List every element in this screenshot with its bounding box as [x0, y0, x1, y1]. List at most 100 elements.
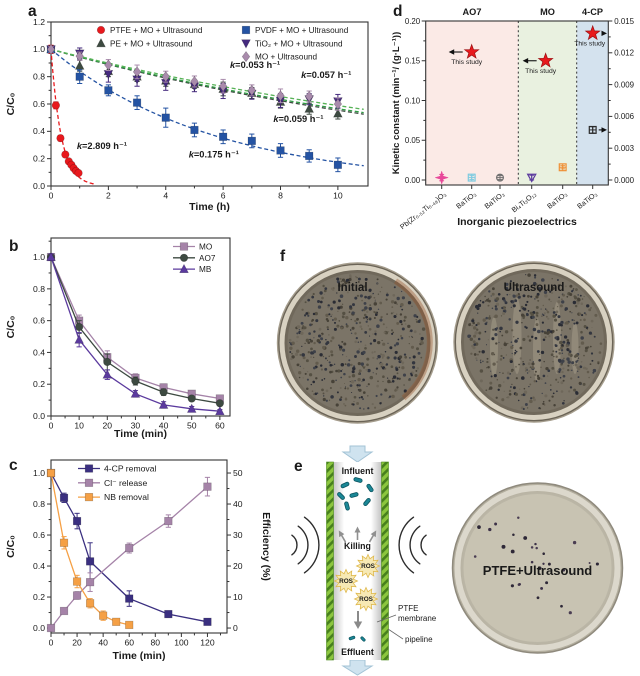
panel-e: e Influent Killing ROS ROS ROS [291, 445, 624, 676]
dish-rim [456, 264, 612, 420]
panel-b-legend: MO AO7 MB [173, 242, 216, 274]
y-tick-label: 0.00 [405, 176, 421, 185]
ultrasound-waves-left [291, 516, 320, 574]
x-tick-label: 100 [174, 638, 189, 648]
sparse-colonies [473, 516, 599, 615]
bacterial-lawn-texture [467, 273, 603, 411]
y2-tick-label: 0.003 [614, 144, 634, 153]
y2-tick-label: 0 [233, 623, 238, 633]
pipeline-wall-right [381, 461, 389, 661]
downward-arrow [353, 611, 363, 629]
legend-label: 4-CP removal [104, 464, 156, 474]
x-tick-label: 30 [131, 421, 141, 431]
panel-a-legend: PTFE + MO + Ultrasound PE + MO + Ultrasou… [96, 25, 349, 63]
panel-f: f Initial Ultrasound [276, 248, 615, 424]
y-tick-label: 0.8 [33, 72, 45, 82]
y2-tick-label: 0.006 [614, 112, 634, 121]
membrane-pointer-line [376, 614, 397, 623]
y-tick-label: 0.6 [33, 530, 45, 540]
y-axis-label: Kinetic constant (min⁻¹/ (g·L⁻¹)) [391, 32, 402, 175]
effluent-flow-arrow [341, 659, 374, 676]
plot-frame [50, 237, 231, 417]
membrane-label-line2: membrane [398, 614, 437, 623]
panel-label-d: d [393, 3, 402, 20]
y-axis-label: C/C₀ [5, 92, 17, 115]
legend-label: MO + Ultrasound [255, 53, 318, 62]
panel-d-plot: AO7 MO 4-CP 0.00 0.05 0.10 0.15 0.20 0.000 0.003 0… [391, 7, 635, 231]
legend-label: PE + MO + Ultrasound [110, 39, 193, 48]
x-tick-label: 60 [124, 638, 134, 648]
y-tick-label: 0.20 [405, 17, 421, 26]
panel-b-plot: 0 10 20 30 40 50 60 0.0 0.2 0.4 0.6 0.8 1.0 Time (min… [5, 237, 231, 440]
y-tick-label: 0.4 [33, 126, 45, 136]
region-header: MO [540, 7, 555, 17]
this-study-marker: This study [448, 43, 483, 66]
x-tick-label: 40 [159, 421, 169, 431]
x-tick-label: 60 [215, 421, 225, 431]
panel-label-a: a [28, 3, 37, 20]
y-tick-label: 0.2 [33, 154, 45, 164]
dish-stain [393, 278, 433, 401]
y-tick-label: 0.6 [33, 99, 45, 109]
pipeline-pointer-line [387, 628, 404, 640]
ros-label: ROS [359, 596, 374, 603]
data-point-BaTiO- [558, 163, 567, 172]
y2-tick-label: 20 [233, 561, 243, 571]
dish-label-ultrasound: Ultrasound [504, 282, 565, 294]
region-header: AO7 [463, 7, 482, 17]
x-tick-label: 120 [200, 638, 215, 648]
data-point-BaTiO- [467, 173, 476, 182]
x-tick-label: 20 [72, 638, 82, 648]
y-tick-label: 0.0 [33, 181, 45, 191]
series-mb [46, 251, 225, 416]
membrane-label-line1: PTFE [398, 604, 418, 613]
panel-label-e: e [294, 458, 303, 475]
series-ao7 [46, 252, 224, 408]
y-tick-label: 0.6 [33, 316, 45, 326]
y-tick-label: 0.10 [405, 96, 421, 105]
effluent-label: Effluent [341, 647, 374, 657]
legend-label: MO [199, 243, 212, 252]
x-tick-label: 80 [151, 638, 161, 648]
dish-label-ptfe-ultrasound: PTFE+Ultrasound [483, 563, 592, 578]
legend-label: AO7 [199, 254, 216, 263]
category-label: Pb(Zr₀.₅₂Ti₀.₄₈)O₃ [398, 189, 448, 231]
rate-constant-annotation: k=0.175 h⁻¹ [189, 149, 239, 159]
region-band-mo [518, 21, 577, 185]
x-tick-label: 0 [49, 191, 54, 201]
legend-label: NB removal [104, 492, 149, 502]
y2-tick-label: 0.000 [614, 176, 634, 185]
this-study-label: This study [574, 40, 606, 47]
pipeline-wall-left [326, 461, 334, 661]
series-ptfe-mo-ultrasound [46, 44, 95, 185]
y-tick-label: 1.0 [33, 44, 45, 54]
x-tick-label: 0 [49, 638, 54, 648]
this-study-label: This study [525, 68, 557, 75]
category-label: Bi₄Ti₃O₁₂ [510, 189, 538, 214]
y2-tick-label: 40 [233, 499, 243, 509]
x-axis-label: Time (min) [114, 428, 167, 440]
petri-dish-initial: Initial [276, 262, 439, 424]
region-header: 4-CP [582, 7, 603, 17]
ros-burst: ROS [333, 568, 359, 594]
ultrasound-waves-right [398, 516, 427, 574]
series-mo-ultrasound [46, 43, 364, 111]
category-label: BaTiO₃ [575, 189, 599, 210]
panel-label-b: b [9, 238, 18, 255]
pipe [326, 461, 389, 661]
killing-label: Killing [344, 541, 371, 551]
dish-agar [463, 494, 612, 642]
x-tick-label: 50 [187, 421, 197, 431]
panel-c-plot: 0 20 40 60 80 100 120 0.0 0.2 0.4 0.6 0.8 1.0 0 10 20 30… [5, 459, 272, 662]
ros-burst: ROS [355, 553, 381, 579]
pipeline-label: pipeline [405, 635, 433, 644]
x-axis-label: Time (h) [189, 201, 230, 213]
y-tick-label: 0.05 [405, 136, 421, 145]
y-tick-label: 0.0 [33, 411, 45, 421]
y-axis-label: C/C₀ [5, 535, 17, 558]
y2-axis-label: Efficiency (%) [260, 512, 272, 581]
legend-label: TiO₂ + MO + Ultrasound [255, 39, 343, 48]
ros-bursts: ROS ROS ROS [333, 553, 381, 612]
x-tick-label: 10 [333, 191, 343, 201]
